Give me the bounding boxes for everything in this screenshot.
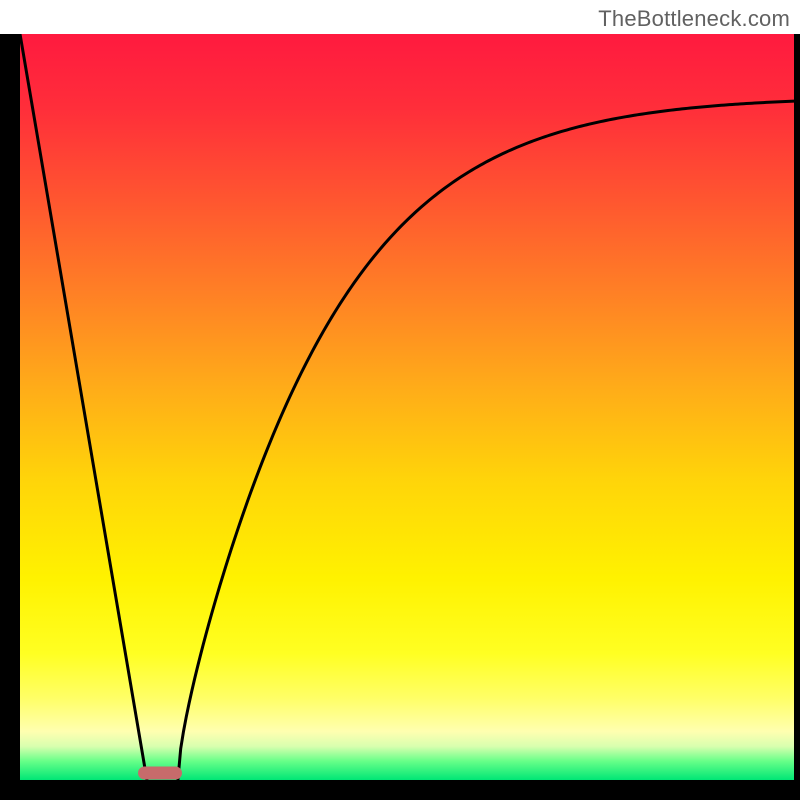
chart-svg [0,0,800,800]
axis-border-right [794,34,800,800]
valley-marker [138,767,182,780]
watermark-text: TheBottleneck.com [598,6,790,32]
chart-container: TheBottleneck.com [0,0,800,800]
axis-border-left [0,34,20,800]
gradient-background [20,34,794,780]
axis-border-bottom [0,780,800,800]
